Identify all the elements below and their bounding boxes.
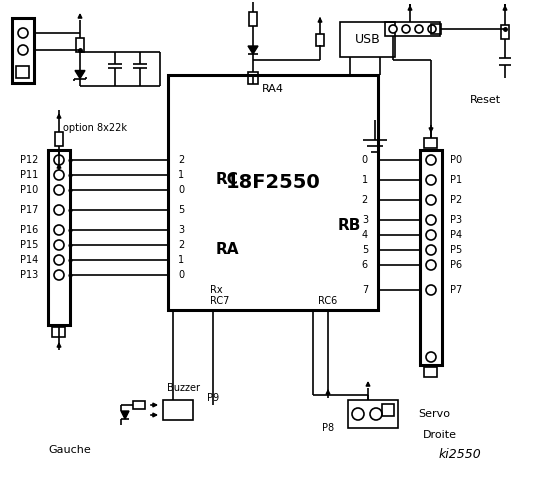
Text: 2: 2 — [178, 240, 184, 250]
Text: RA4: RA4 — [262, 84, 284, 94]
Circle shape — [54, 185, 64, 195]
Text: Droite: Droite — [423, 430, 457, 440]
Text: 4: 4 — [362, 230, 368, 240]
Text: 1: 1 — [178, 255, 184, 265]
Circle shape — [389, 25, 397, 33]
Text: P16: P16 — [20, 225, 38, 235]
Circle shape — [352, 408, 364, 420]
Bar — [424, 367, 437, 377]
Text: P2: P2 — [450, 195, 462, 205]
Text: P17: P17 — [19, 205, 38, 215]
Text: RB: RB — [338, 217, 361, 232]
Text: P10: P10 — [20, 185, 38, 195]
Circle shape — [426, 260, 436, 270]
Text: 18F2550: 18F2550 — [226, 173, 320, 192]
Text: 3: 3 — [178, 225, 184, 235]
Text: Reset: Reset — [470, 95, 501, 105]
Text: ki2550: ki2550 — [439, 448, 481, 461]
Text: 1: 1 — [178, 170, 184, 180]
Bar — [248, 72, 258, 84]
Circle shape — [426, 175, 436, 185]
Circle shape — [54, 225, 64, 235]
Bar — [16, 66, 29, 78]
Polygon shape — [121, 411, 129, 419]
Circle shape — [18, 45, 28, 55]
Polygon shape — [248, 46, 258, 54]
Bar — [501, 25, 509, 39]
Circle shape — [18, 28, 28, 38]
Text: Rx: Rx — [210, 285, 223, 295]
Text: 0: 0 — [178, 270, 184, 280]
Bar — [348, 400, 398, 428]
Text: Gauche: Gauche — [49, 445, 91, 455]
Text: P12: P12 — [19, 155, 38, 165]
Circle shape — [426, 215, 436, 225]
Text: P5: P5 — [450, 245, 462, 255]
Text: P13: P13 — [20, 270, 38, 280]
Bar — [133, 401, 145, 409]
Bar — [52, 327, 65, 337]
Text: P0: P0 — [450, 155, 462, 165]
Text: P1: P1 — [450, 175, 462, 185]
Text: RC: RC — [216, 172, 239, 188]
Text: P11: P11 — [20, 170, 38, 180]
Circle shape — [426, 230, 436, 240]
Text: 2: 2 — [178, 155, 184, 165]
Bar — [420, 150, 442, 365]
Circle shape — [415, 25, 423, 33]
Text: P9: P9 — [207, 393, 219, 403]
Circle shape — [402, 25, 410, 33]
Text: 2: 2 — [362, 195, 368, 205]
Bar — [55, 132, 63, 146]
Bar — [424, 138, 437, 148]
Bar — [431, 24, 441, 34]
Circle shape — [426, 352, 436, 362]
Circle shape — [426, 285, 436, 295]
Bar — [249, 12, 257, 26]
Text: 7: 7 — [362, 285, 368, 295]
Text: 1: 1 — [362, 175, 368, 185]
Text: P3: P3 — [450, 215, 462, 225]
Text: RC7: RC7 — [210, 296, 229, 306]
Text: option 8x22k: option 8x22k — [63, 123, 127, 133]
Text: P4: P4 — [450, 230, 462, 240]
Circle shape — [370, 408, 382, 420]
Text: Buzzer: Buzzer — [166, 383, 200, 393]
Polygon shape — [75, 71, 85, 79]
Text: P6: P6 — [450, 260, 462, 270]
Circle shape — [428, 25, 436, 33]
Text: P14: P14 — [20, 255, 38, 265]
Text: 3: 3 — [362, 215, 368, 225]
Bar — [163, 400, 193, 420]
Bar — [76, 38, 84, 52]
Circle shape — [54, 155, 64, 165]
Circle shape — [54, 205, 64, 215]
Text: P7: P7 — [450, 285, 462, 295]
Bar — [340, 22, 395, 57]
Circle shape — [54, 270, 64, 280]
Text: RC6: RC6 — [318, 296, 337, 306]
Bar — [48, 150, 70, 325]
Circle shape — [426, 245, 436, 255]
Circle shape — [54, 255, 64, 265]
Bar — [382, 404, 394, 416]
Circle shape — [426, 195, 436, 205]
Text: RA: RA — [216, 242, 239, 257]
Text: 6: 6 — [362, 260, 368, 270]
Circle shape — [54, 170, 64, 180]
Circle shape — [426, 155, 436, 165]
Text: 5: 5 — [362, 245, 368, 255]
Text: P8: P8 — [322, 423, 334, 433]
Text: 0: 0 — [178, 185, 184, 195]
Bar — [12, 18, 34, 83]
Circle shape — [54, 240, 64, 250]
Text: USB: USB — [354, 33, 380, 46]
Text: 0: 0 — [362, 155, 368, 165]
Bar — [316, 34, 324, 46]
Bar — [168, 75, 378, 310]
Bar — [385, 22, 440, 36]
Text: P15: P15 — [19, 240, 38, 250]
Text: Servo: Servo — [418, 409, 450, 419]
Text: 5: 5 — [178, 205, 184, 215]
